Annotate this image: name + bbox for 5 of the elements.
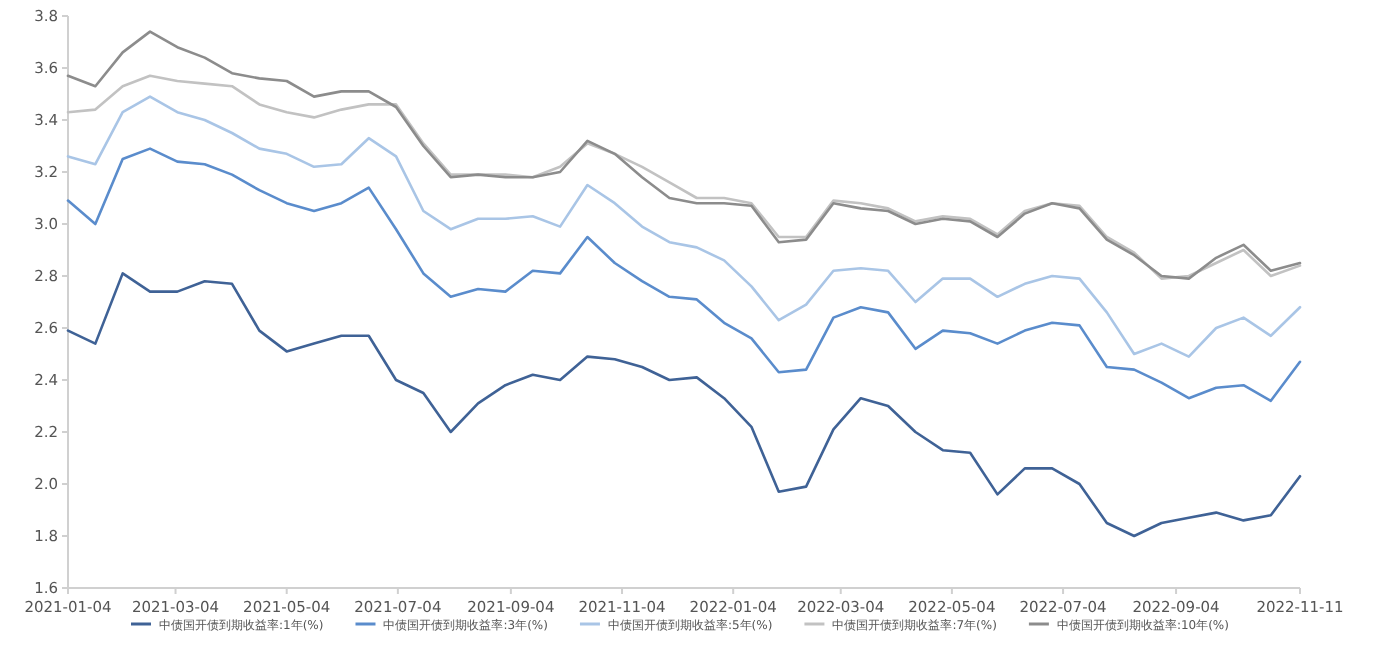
line-series — [66, 30, 1302, 280]
line-series — [66, 147, 1302, 403]
line-series — [66, 272, 1302, 538]
line-series — [66, 74, 1302, 280]
line-series — [66, 95, 1302, 358]
